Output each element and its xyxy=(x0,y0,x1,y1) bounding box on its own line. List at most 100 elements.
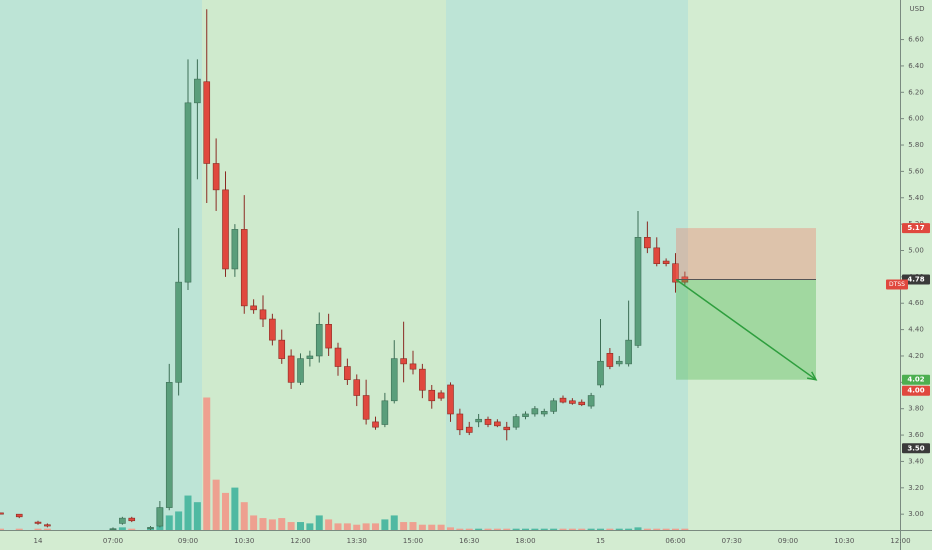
candle-body xyxy=(184,102,192,283)
candle-body xyxy=(109,528,117,530)
volume-bar xyxy=(212,479,220,530)
candle-body xyxy=(278,339,286,359)
candle-body xyxy=(297,358,304,383)
candle-body xyxy=(119,517,126,524)
volume-bar xyxy=(334,523,342,530)
volume-bar xyxy=(193,502,201,530)
volume-bar xyxy=(297,522,304,530)
volume-bar xyxy=(634,527,642,530)
volume-bar xyxy=(428,524,436,530)
x-tick-label: 15:00 xyxy=(403,537,423,545)
volume-bar xyxy=(287,522,295,530)
candle-body xyxy=(484,418,492,425)
volume-bar xyxy=(362,523,370,530)
y-tick-label: 3.40 xyxy=(908,457,924,465)
x-tick-label: 15 xyxy=(596,537,605,545)
volume-bar xyxy=(503,528,511,530)
candle-body xyxy=(147,527,154,529)
y-tick-label: 4.40 xyxy=(908,326,924,334)
volume-bar xyxy=(268,519,276,530)
volume-bar xyxy=(15,528,23,530)
volume-bar xyxy=(128,528,136,530)
candle-body xyxy=(662,260,670,264)
volume-bar xyxy=(597,528,604,530)
volume-bar xyxy=(409,522,417,530)
y-tick-label: 3.80 xyxy=(908,405,924,413)
volume-bar xyxy=(475,528,483,530)
volume-bar xyxy=(418,524,426,530)
candle-body xyxy=(587,395,595,407)
volume-bar xyxy=(118,527,126,530)
candle-body xyxy=(0,512,4,515)
candle-body xyxy=(522,413,529,417)
candle-body xyxy=(400,358,407,365)
candle-body xyxy=(222,189,229,270)
volume-bar xyxy=(522,528,529,530)
candle-body xyxy=(353,379,361,396)
candle-body xyxy=(644,237,651,249)
volume-bar xyxy=(681,528,689,530)
session-bg xyxy=(202,0,446,530)
price-label: 4.02 xyxy=(907,376,924,384)
candle-body xyxy=(240,229,248,307)
volume-bar xyxy=(250,515,258,530)
candle-body xyxy=(203,81,211,164)
volume-bar xyxy=(222,492,229,530)
volume-bar xyxy=(531,528,539,530)
price-label-bg xyxy=(902,385,930,396)
volume-bar xyxy=(653,528,661,530)
volume-bar xyxy=(343,523,351,530)
candle-body xyxy=(625,339,632,365)
candle-body xyxy=(344,366,351,381)
volume-bar xyxy=(165,515,173,530)
candle-body xyxy=(531,408,539,415)
candle-body xyxy=(372,421,379,428)
symbol-label: DTSS xyxy=(889,281,905,288)
candle-body xyxy=(175,281,182,383)
candle-body xyxy=(597,360,604,386)
candle-body xyxy=(437,392,445,399)
candle-body xyxy=(269,318,276,341)
candle-body xyxy=(615,360,623,365)
x-tick-label: 12:00 xyxy=(290,537,310,545)
candle-body xyxy=(315,324,323,357)
volume-bar xyxy=(643,528,651,530)
volume-bar xyxy=(512,528,520,530)
volume-bar xyxy=(606,528,614,530)
volume-bar xyxy=(568,528,576,530)
candle-body xyxy=(231,229,239,270)
candle-body xyxy=(672,263,679,283)
volume-bar xyxy=(437,524,445,530)
volume-bar xyxy=(615,528,623,530)
x-tick-label: 10:30 xyxy=(834,537,854,545)
volume-bar xyxy=(587,528,595,530)
candle-body xyxy=(512,416,520,428)
candle-body xyxy=(156,507,164,527)
candle-body xyxy=(456,413,464,431)
volume-bar xyxy=(447,527,454,530)
volume-bar xyxy=(381,519,389,530)
x-tick-label: 10:30 xyxy=(234,537,254,545)
y-tick-label: 6.20 xyxy=(908,88,924,96)
candle-body xyxy=(212,163,220,191)
price-label-bg xyxy=(902,274,930,285)
candle-body xyxy=(578,401,586,406)
y-tick-label: 5.80 xyxy=(908,141,924,149)
candle-body xyxy=(287,355,295,383)
volume-bar xyxy=(400,522,408,530)
y-tick-label: 6.60 xyxy=(908,36,924,44)
arrow-head xyxy=(807,371,818,381)
session-bg xyxy=(688,0,900,530)
volume-bar xyxy=(306,523,314,530)
volume-bar xyxy=(578,528,586,530)
candle-body xyxy=(428,389,436,402)
x-tick-label: 09:00 xyxy=(778,537,798,545)
y-tick-label: 5.60 xyxy=(908,167,924,175)
x-tick-label: 14 xyxy=(34,537,43,545)
candle-body xyxy=(503,426,511,431)
candle-body xyxy=(334,347,342,367)
volume-bar xyxy=(672,528,679,530)
candle-body xyxy=(34,521,42,524)
